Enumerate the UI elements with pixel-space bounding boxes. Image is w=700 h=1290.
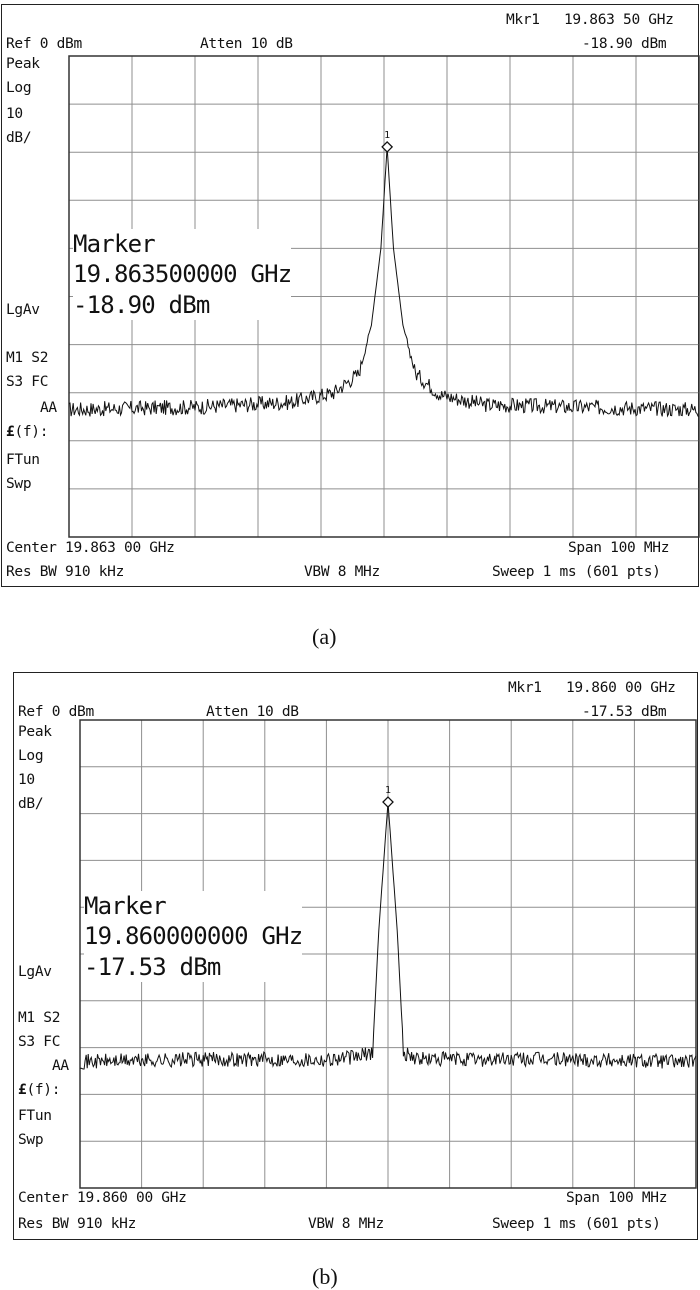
attenuation: Atten 10 dB — [206, 704, 299, 720]
spectrum-panel-a: 1 Mkr1 19.863 50 GHz Ref 0 dBm Atten 10 … — [1, 4, 700, 587]
marker-number: 1 — [384, 130, 390, 141]
marker-annotation-title: Marker — [84, 892, 167, 920]
video-bandwidth: VBW 8 MHz — [304, 564, 380, 580]
side-label-ftun: FTun — [18, 1108, 52, 1124]
caption-a: (a) — [312, 624, 337, 649]
side-label-s3-fc: S3 FC — [6, 374, 49, 390]
marker-readout-amplitude: -17.53 dBm — [582, 704, 667, 720]
caption-b: (b) — [312, 1264, 338, 1289]
side-label-peak: Peak — [6, 56, 40, 72]
marker-annotation-amplitude: -17.53 dBm — [84, 952, 221, 981]
marker-annotation: Marker 19.860000000 GHz -17.53 dBm — [84, 891, 303, 983]
side-label-aa: AA — [52, 1058, 69, 1074]
marker-annotation-amplitude: -18.90 dBm — [73, 290, 210, 319]
marker-diamond — [381, 140, 394, 153]
function-arg: (f): — [14, 424, 49, 440]
reference-level: Ref 0 dBm — [18, 704, 94, 720]
side-label-function: £(f): — [18, 1083, 60, 1098]
marker-diamond — [382, 796, 394, 808]
graticule — [69, 56, 699, 537]
spectrum-panel-b: 1 Mkr1 19.860 00 GHz Ref 0 dBm Atten 10 … — [13, 672, 698, 1240]
marker-annotation: Marker 19.863500000 GHz -18.90 dBm — [73, 229, 292, 321]
side-label-scale-number: 10 — [18, 772, 35, 788]
side-label-function: £(f): — [6, 425, 48, 440]
center-frequency: Center 19.863 00 GHz — [6, 540, 175, 556]
span: Span 100 MHz — [566, 1190, 668, 1206]
sweep-time: Sweep 1 ms (601 pts) — [492, 564, 661, 580]
side-label-scale-number: 10 — [6, 106, 23, 122]
marker-readout-amplitude: -18.90 dBm — [582, 36, 667, 52]
side-label-scale-unit: dB/ — [6, 130, 32, 146]
side-label-swp: Swp — [18, 1132, 44, 1148]
resolution-bandwidth: Res BW 910 kHz — [6, 564, 125, 580]
attenuation: Atten 10 dB — [200, 36, 293, 52]
function-symbol: £ — [6, 424, 15, 440]
side-label-lgav: LgAv — [6, 302, 40, 318]
video-bandwidth: VBW 8 MHz — [308, 1216, 384, 1232]
side-label-log: Log — [18, 748, 44, 764]
marker-number: 1 — [385, 785, 391, 796]
marker-readout-frequency: 19.863 50 GHz — [564, 12, 674, 28]
resolution-bandwidth: Res BW 910 kHz — [18, 1216, 137, 1232]
marker-readout-frequency: 19.860 00 GHz — [566, 680, 676, 696]
marker-annotation-frequency: 19.863500000 GHz — [73, 260, 292, 289]
span: Span 100 MHz — [568, 540, 670, 556]
marker-annotation-title: Marker — [73, 230, 156, 258]
side-label-scale-unit: dB/ — [18, 796, 44, 812]
side-label-ftun: FTun — [6, 452, 40, 468]
side-label-s3-fc: S3 FC — [18, 1034, 61, 1050]
side-label-m1-s2: M1 S2 — [6, 350, 49, 366]
reference-level: Ref 0 dBm — [6, 36, 82, 52]
side-label-peak: Peak — [18, 724, 52, 740]
marker-readout-label: Mkr1 — [506, 12, 540, 28]
marker-annotation-frequency: 19.860000000 GHz — [84, 922, 303, 951]
sweep-time: Sweep 1 ms (601 pts) — [492, 1216, 661, 1232]
center-frequency: Center 19.860 00 GHz — [18, 1190, 187, 1206]
spectrum-trace — [68, 146, 700, 418]
side-label-aa: AA — [40, 400, 57, 416]
marker-readout-label: Mkr1 — [508, 680, 542, 696]
side-label-lgav: LgAv — [18, 964, 52, 980]
side-label-swp: Swp — [6, 476, 32, 492]
function-arg: (f): — [26, 1082, 61, 1098]
graticule-frame — [68, 55, 700, 538]
side-label-m1-s2: M1 S2 — [18, 1010, 61, 1026]
side-label-log: Log — [6, 80, 32, 96]
function-symbol: £ — [18, 1082, 27, 1098]
spectrum-plot-a: 1 — [68, 55, 700, 538]
graticule-frame — [79, 719, 697, 1189]
